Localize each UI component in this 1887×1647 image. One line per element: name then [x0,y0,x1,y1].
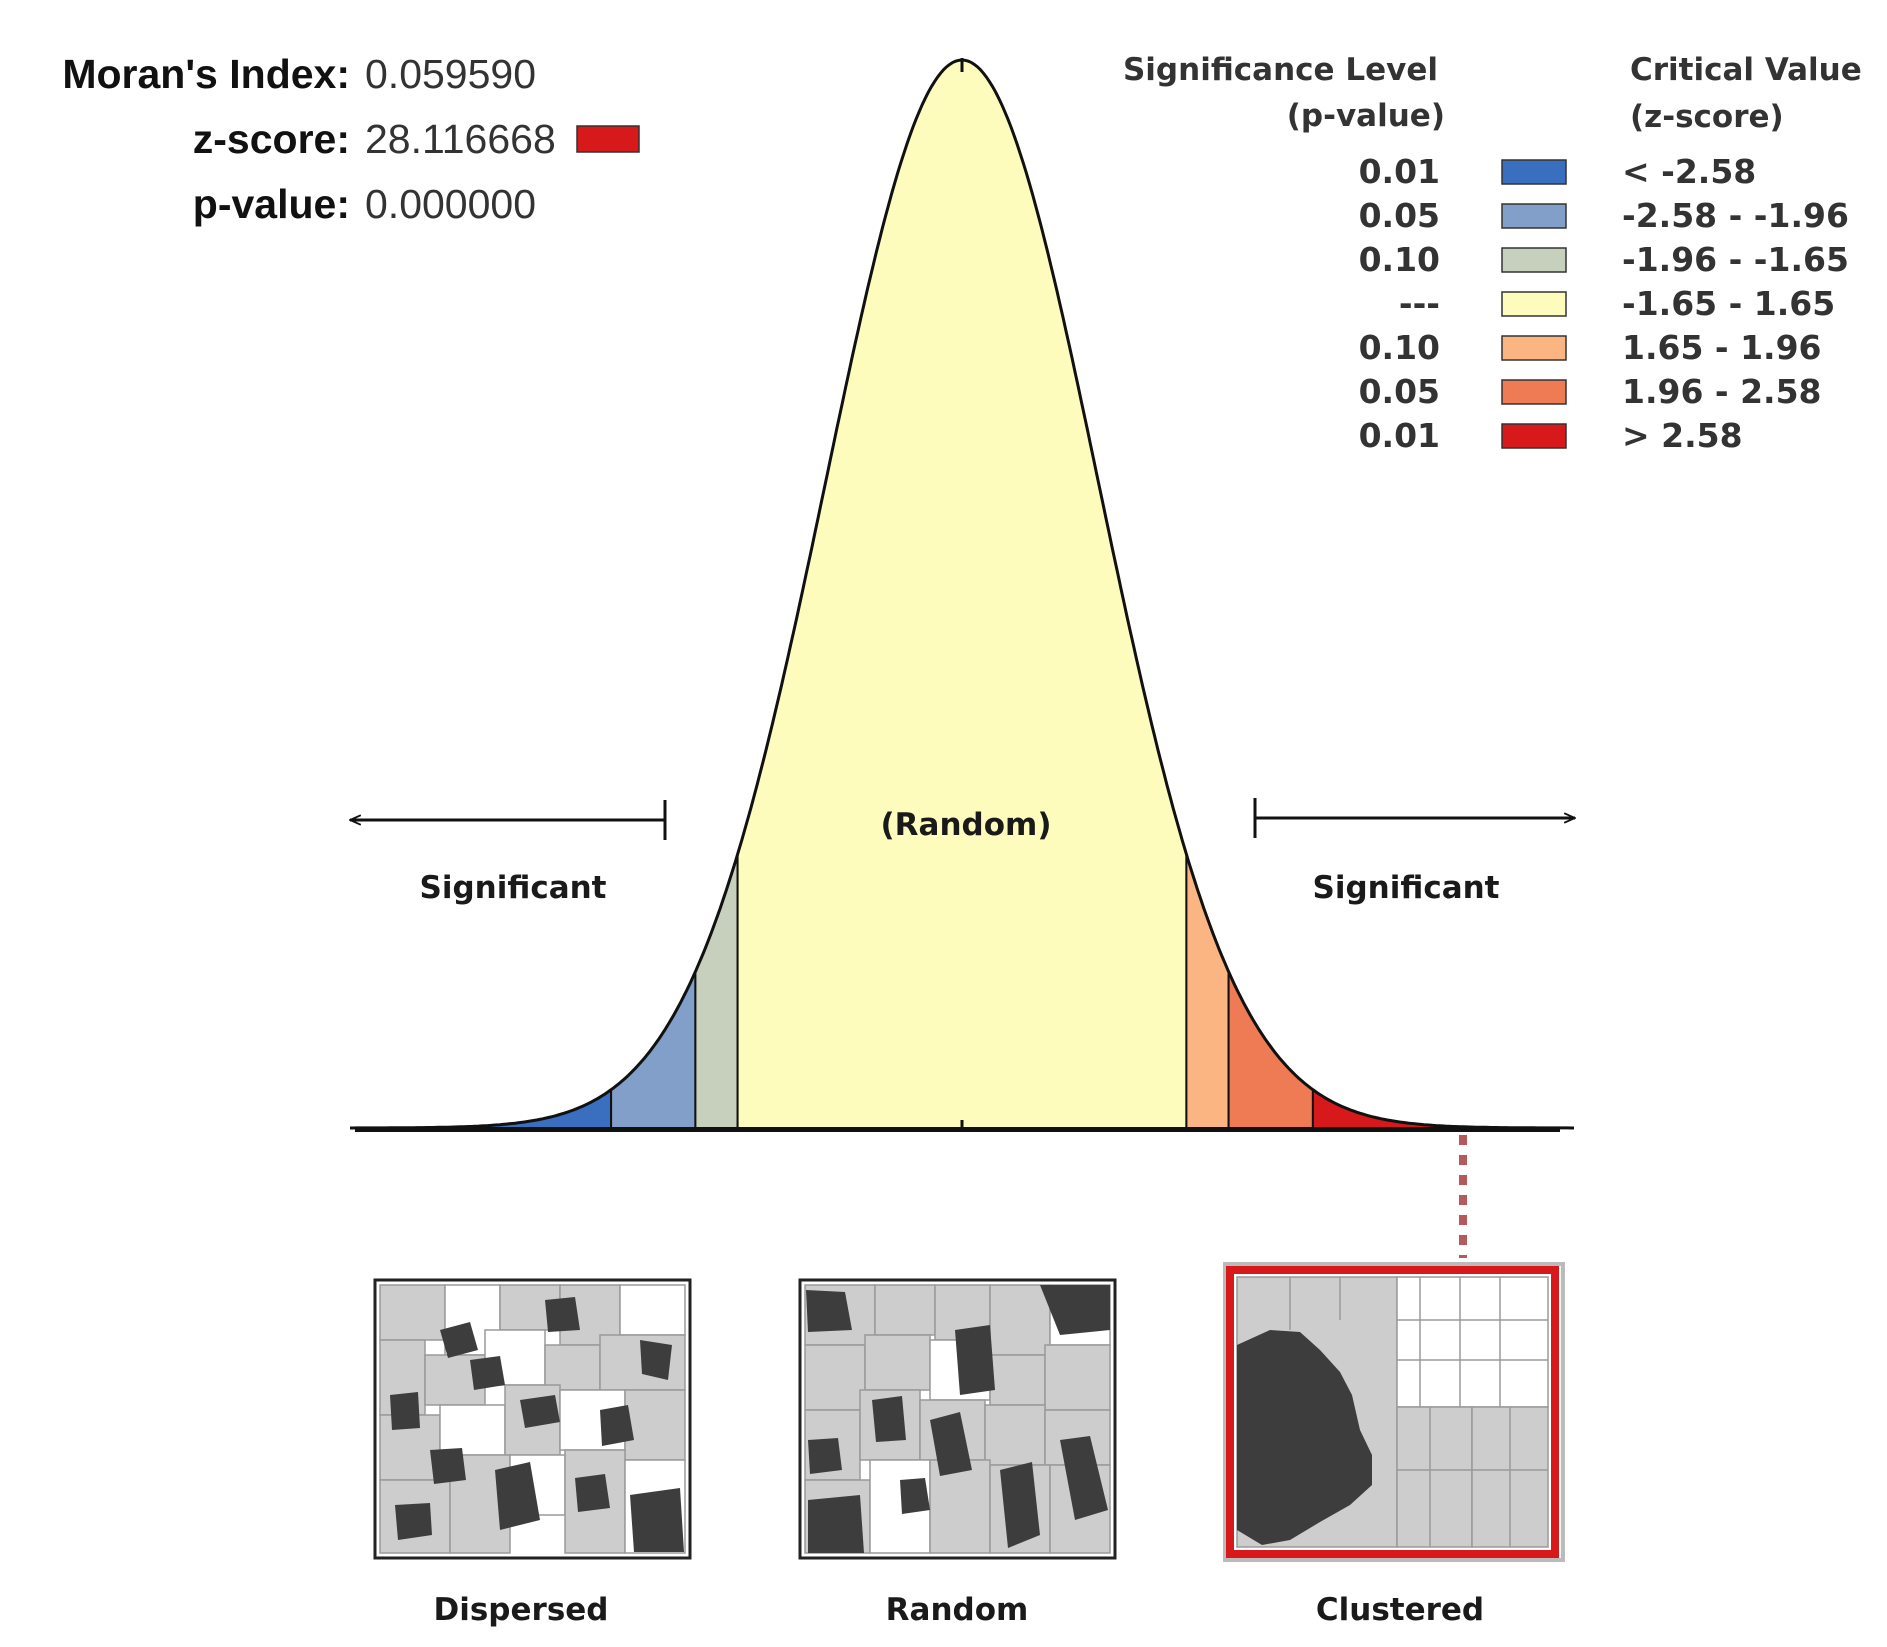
legend-row: 0.01 > 2.58 [1359,416,1743,455]
random-caption: Random [886,1592,1029,1628]
clustered-dark-region [1237,1330,1372,1545]
random-map [798,1278,1117,1560]
legend-swatch [1501,335,1567,361]
legend-p-value: 0.05 [1359,372,1440,411]
legend-p-value: 0.01 [1359,416,1440,455]
legend-range: > 2.58 [1622,416,1743,455]
p-value-label: p-value: [193,181,350,227]
p-value-value: 0.000000 [365,181,536,227]
legend-swatch [1501,203,1567,229]
legend-range: -1.65 - 1.65 [1622,284,1835,323]
moran-index-value: 0.059590 [365,51,536,97]
legend-p-value: 0.10 [1359,328,1440,367]
significance-header: Significance Level [1123,52,1438,88]
curve-region-3 [736,58,1188,1129]
dispersed-caption: Dispersed [434,1592,609,1628]
right-significant-arrow [1253,798,1575,838]
legend-swatch [1501,423,1567,449]
legend-swatch [1501,291,1567,317]
distribution-chart: (Random) Significant Significant [350,58,1575,1258]
legend-range: -2.58 - -1.96 [1622,196,1849,235]
moran-index-label: Moran's Index: [62,51,350,97]
curve-region-6 [1311,1087,1574,1129]
legend-swatch [1501,247,1567,273]
curve-region-2 [694,853,739,1129]
legend-row: 0.05 1.96 - 2.58 [1359,372,1822,411]
legend-range: -1.96 - -1.65 [1622,240,1849,279]
legend-row: --- -1.65 - 1.65 [1399,284,1835,323]
critical-value-subheader: (z-score) [1630,99,1784,135]
z-score-label: z-score: [193,116,350,162]
z-score-swatch [576,125,640,153]
legend-p-value: 0.05 [1359,196,1440,235]
legend-row: 0.05 -2.58 - -1.96 [1359,196,1849,235]
clustered-caption: Clustered [1316,1592,1484,1628]
legend-row: 0.01 < -2.58 [1359,152,1757,191]
curve-region-0 [350,1087,613,1129]
legend-row: 0.10 -1.96 - -1.65 [1359,240,1849,279]
left-significant-arrow [350,800,667,840]
legend-swatch [1501,159,1567,185]
left-significant-label: Significant [420,870,607,906]
random-region-label: (Random) [881,807,1052,843]
clustered-map [1223,1262,1565,1562]
z-score-value: 28.116668 [365,116,556,162]
legend-swatch [1501,379,1567,405]
legend-row: 0.10 1.65 - 1.96 [1359,328,1822,367]
right-significant-label: Significant [1313,870,1500,906]
legend-range: 1.96 - 2.58 [1622,372,1822,411]
legend-rows: 0.01 < -2.58 0.05 -2.58 - -1.96 0.10 -1.96 - … [1359,152,1849,455]
legend: Significance Level (p-value) Critical Va… [1123,52,1862,455]
significance-subheader: (p-value) [1287,98,1445,134]
critical-value-header: Critical Value [1630,52,1862,88]
curve-region-4 [1185,853,1230,1129]
legend-p-value: 0.01 [1359,152,1440,191]
stats-block: Moran's Index: 0.059590 z-score: 28.1166… [62,51,640,227]
legend-p-value: 0.10 [1359,240,1440,279]
legend-range: < -2.58 [1622,152,1756,191]
legend-p-value: --- [1399,284,1440,323]
dispersed-map [373,1278,692,1560]
legend-range: 1.65 - 1.96 [1622,328,1822,367]
